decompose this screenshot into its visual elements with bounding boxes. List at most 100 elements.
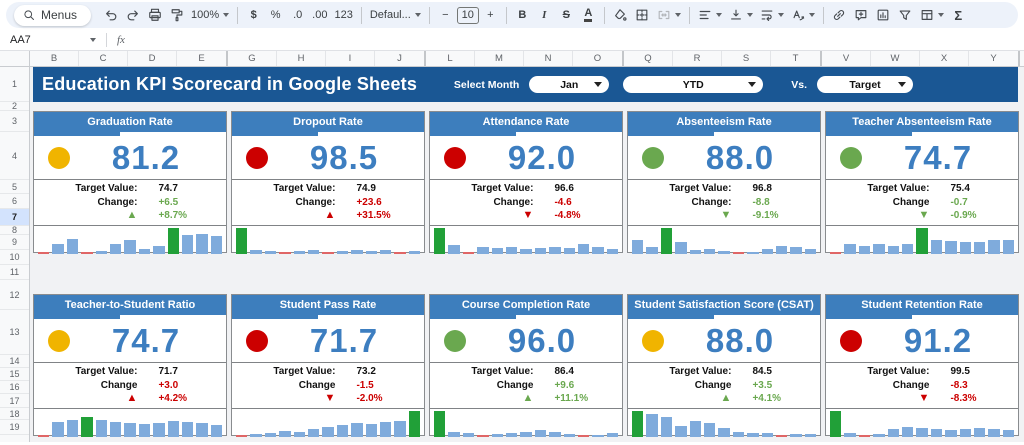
column-header[interactable]: B xyxy=(30,51,79,66)
trend-line: ▼ -8.3% xyxy=(826,392,1018,406)
insert-comment-button[interactable] xyxy=(851,5,872,26)
column-header[interactable]: W xyxy=(871,51,920,66)
font-size-input[interactable]: 10 xyxy=(456,6,479,24)
row-header[interactable]: 15 xyxy=(0,368,29,381)
spark-bar xyxy=(718,427,730,437)
column-header[interactable]: X xyxy=(920,51,969,66)
column-header[interactable]: Y xyxy=(990,53,997,64)
change-value: +3.0 xyxy=(158,379,179,391)
kpi-card-title: Dropout Rate xyxy=(293,116,363,128)
row-header[interactable]: 17 xyxy=(0,394,29,408)
kpi-card: Student Pass Rate 71.7 Target Value: 73.2… xyxy=(231,294,425,437)
format-currency-button[interactable]: $ xyxy=(243,5,264,26)
trend-percent: +31.5% xyxy=(356,210,391,221)
increase-font-size-button[interactable]: + xyxy=(480,5,501,26)
row-header[interactable]: 18 xyxy=(0,408,29,420)
decrease-font-size-button[interactable]: − xyxy=(435,5,456,26)
compare-dropdown[interactable]: Target xyxy=(817,76,913,93)
row-header[interactable]: 6 xyxy=(0,194,29,209)
row-header[interactable]: 12 xyxy=(0,280,29,310)
column-header[interactable]: V xyxy=(822,51,871,66)
row-header[interactable]: 13 xyxy=(0,310,29,355)
column-header[interactable]: M xyxy=(475,51,524,66)
spark-bar xyxy=(577,243,590,254)
column-header[interactable]: L xyxy=(426,51,475,66)
vertical-align-button[interactable] xyxy=(726,5,756,26)
borders-button[interactable] xyxy=(632,5,653,26)
row-header[interactable]: 4 xyxy=(0,132,29,180)
column-header[interactable]: G xyxy=(228,51,277,66)
page-title: Education KPI Scorecard in Google Sheets xyxy=(42,74,418,94)
row-header[interactable]: 10 xyxy=(0,250,29,265)
print-button[interactable] xyxy=(144,5,165,26)
name-box[interactable]: AA7 xyxy=(10,34,96,46)
row-header[interactable]: 2 xyxy=(0,101,29,111)
column-header[interactable]: S xyxy=(722,51,771,66)
decrease-decimal-button[interactable]: .0 xyxy=(287,5,308,26)
status-indicator xyxy=(246,329,268,352)
column-header[interactable]: D xyxy=(128,51,177,66)
column-header[interactable]: Q xyxy=(624,51,673,66)
chevron-down-icon xyxy=(90,38,96,42)
text-color-button[interactable]: A xyxy=(578,5,599,26)
redo-button[interactable] xyxy=(122,5,143,26)
column-header[interactable]: H xyxy=(277,51,326,66)
column-header[interactable]: C xyxy=(79,51,128,66)
column-header[interactable]: J xyxy=(397,53,402,64)
menus-button[interactable]: Menus xyxy=(14,4,92,26)
target-line: Target Value: 71.7 xyxy=(34,365,226,379)
text-rotation-button[interactable] xyxy=(788,5,818,26)
italic-button[interactable]: I xyxy=(534,5,555,26)
column-header[interactable]: E xyxy=(198,53,205,64)
kpi-card-tab xyxy=(826,132,913,136)
functions-button[interactable]: Σ xyxy=(948,5,969,26)
target-label: Target Value: xyxy=(669,183,732,194)
paint-format-button[interactable] xyxy=(166,5,187,26)
column-header[interactable]: O xyxy=(593,53,602,64)
merge-cells-button[interactable] xyxy=(654,5,684,26)
target-line: Target Value: 86.4 xyxy=(430,365,622,379)
bold-button[interactable]: B xyxy=(512,5,533,26)
more-formats-button[interactable]: 123 xyxy=(331,5,355,26)
insert-link-button[interactable] xyxy=(829,5,850,26)
column-header[interactable]: R xyxy=(673,51,722,66)
strikethrough-button[interactable]: S xyxy=(556,5,577,26)
target-line: Target Value: 84.5 xyxy=(628,365,820,379)
row-header[interactable]: 8 xyxy=(0,225,29,235)
column-header[interactable]: T xyxy=(792,53,799,64)
row-header[interactable]: 9 xyxy=(0,235,29,250)
month-dropdown[interactable]: Jan xyxy=(529,76,610,93)
month-value: Jan xyxy=(560,78,579,91)
select-all-corner[interactable] xyxy=(0,51,30,67)
period-dropdown[interactable]: YTD xyxy=(623,76,764,93)
column-header[interactable]: N xyxy=(524,51,573,66)
trend-percent: +11.1% xyxy=(554,393,589,404)
zoom-select[interactable]: 100% xyxy=(188,5,232,26)
row-header[interactable]: 19 xyxy=(0,420,29,435)
increase-decimal-button[interactable]: .00 xyxy=(309,5,330,26)
undo-button[interactable] xyxy=(100,5,121,26)
fill-color-button[interactable] xyxy=(610,5,631,26)
horizontal-align-button[interactable] xyxy=(695,5,725,26)
change-line: Change: -4.6 xyxy=(430,196,622,210)
row-header[interactable]: 7 xyxy=(0,209,29,226)
column-header[interactable]: I xyxy=(326,51,375,66)
target-value: 86.4 xyxy=(554,366,574,377)
insert-chart-button[interactable] xyxy=(873,5,894,26)
font-select[interactable]: Defaul... xyxy=(367,5,424,26)
spark-bar xyxy=(563,247,575,254)
row-header[interactable]: 11 xyxy=(0,265,29,280)
create-filter-button[interactable] xyxy=(895,5,916,26)
row-header[interactable]: 1 xyxy=(0,67,29,102)
row-header[interactable]: 14 xyxy=(0,355,29,368)
filter-views-button[interactable] xyxy=(917,5,947,26)
text-wrap-button[interactable] xyxy=(757,5,787,26)
row-header[interactable]: 3 xyxy=(0,111,29,132)
kpi-details: Target Value: 71.7 Change +3.0 ▲ +4.2% xyxy=(34,362,226,408)
format-percent-button[interactable]: % xyxy=(265,5,286,26)
trend-arrow-icon: ▲ xyxy=(522,392,534,404)
row-header[interactable]: 5 xyxy=(0,180,29,194)
row-header[interactable]: 16 xyxy=(0,381,29,394)
borders-icon xyxy=(636,9,648,21)
